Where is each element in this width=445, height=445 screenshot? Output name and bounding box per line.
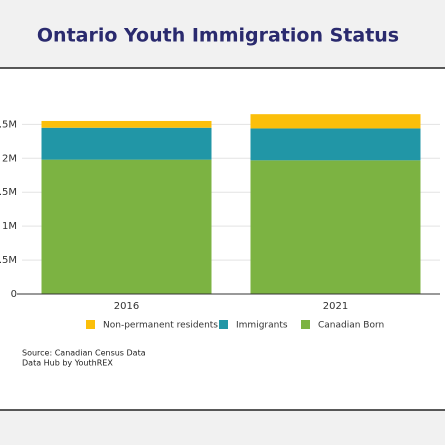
legend-label: Canadian Born	[318, 321, 384, 331]
source-note: Source: Canadian Census Data	[22, 349, 146, 358]
source-note: Data Hub by YouthREX	[22, 359, 113, 368]
bar-segment	[41, 159, 212, 294]
bar-segment	[250, 114, 421, 129]
y-tick-label: 1M	[2, 221, 17, 232]
legend-label: Immigrants	[236, 321, 288, 331]
x-tick-label: 2021	[323, 301, 348, 312]
bar-segment	[41, 120, 212, 128]
y-tick-label: 0	[11, 289, 17, 300]
chart: 0 .5M 1M 1.5M 2M 2.5M 2016 2021 Non-permanent re…	[0, 114, 440, 368]
bar-segment	[41, 127, 212, 160]
x-tick-label: 2016	[114, 301, 139, 312]
y-tick-label: 2M	[2, 153, 17, 164]
y-tick-label: 1.5M	[0, 187, 17, 198]
bar-segment	[250, 160, 421, 294]
legend-swatch	[301, 320, 310, 329]
bar-segment	[250, 128, 421, 161]
y-tick-label: 2.5M	[0, 119, 17, 130]
legend-swatch	[219, 320, 228, 329]
y-tick-label: .5M	[0, 255, 17, 266]
legend-label: Non-permanent residents	[103, 321, 218, 331]
legend-swatch	[86, 320, 95, 329]
chart-title: Ontario Youth Immigration Status	[37, 25, 399, 47]
